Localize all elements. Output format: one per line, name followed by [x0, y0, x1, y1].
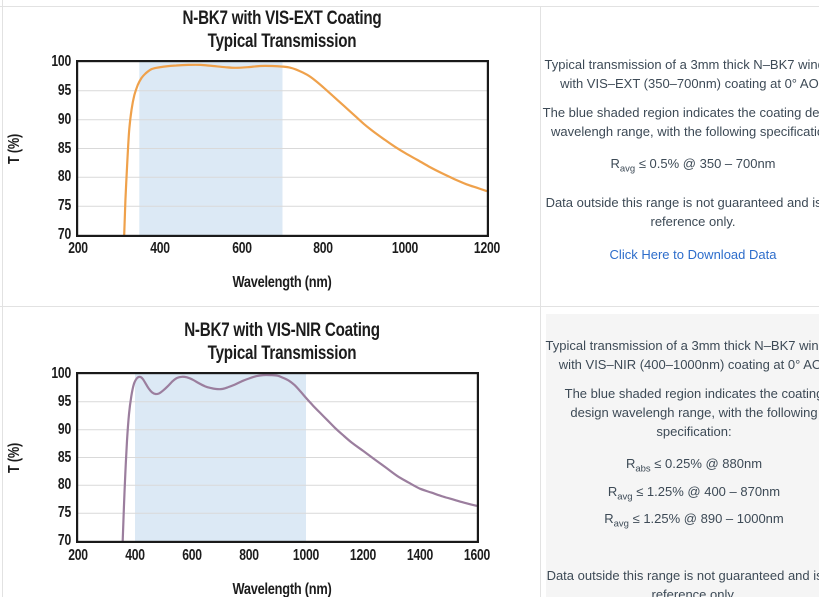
top-divider: [0, 6, 819, 7]
y-tick-label: 95: [57, 392, 71, 410]
x-tick-label: 1000: [292, 547, 320, 564]
transmission-curve: [123, 63, 487, 235]
plot-area: [76, 60, 489, 237]
disclaimer-text: Data outside this range is not guarantee…: [546, 567, 819, 597]
coating-spec-line: Rabs ≤ 0.25% @ 880nm: [625, 456, 763, 475]
left-divider: [2, 0, 3, 597]
x-tick-label: 200: [68, 240, 88, 257]
y-tick-label: 70: [57, 532, 71, 549]
y-tick-label: 85: [57, 448, 71, 466]
chart-title: N-BK7 with VIS-EXT Coating: [182, 8, 382, 29]
column-divider: [540, 6, 541, 597]
download-data-link[interactable]: Click Here to Download Data: [609, 246, 777, 262]
x-tick-label: 600: [231, 240, 252, 257]
y-tick-label: 90: [57, 110, 71, 128]
y-tick-label: 90: [57, 420, 71, 438]
plot-frame: [76, 60, 489, 237]
x-tick-label: 800: [239, 547, 259, 564]
chart-subtitle: Typical Transmission: [207, 343, 357, 364]
coating-specs: Ravg ≤ 0.5% @ 350 – 700nm: [541, 153, 819, 181]
x-tick-label: 800: [313, 240, 334, 257]
row-divider: [0, 306, 819, 307]
coating-spec-line: Ravg ≤ 0.5% @ 350 – 700nm: [610, 156, 776, 175]
y-tick-label: 80: [57, 476, 71, 494]
x-tick-label: 1200: [349, 547, 377, 564]
y-tick-label: 95: [57, 81, 71, 99]
y-tick-label: 80: [57, 168, 71, 186]
shaded-region-note: The blue shaded region indicates the coa…: [564, 386, 819, 439]
coating-spec-line: Ravg ≤ 1.25% @ 890 – 1000nm: [604, 511, 784, 530]
disclaimer-text: Data outside this range is not guarantee…: [545, 194, 819, 229]
coating-spec-line: Ravg ≤ 1.25% @ 400 – 870nm: [607, 483, 781, 503]
vis-nir-description-panel: Typical transmission of a 3mm thick N–BK…: [544, 314, 819, 597]
x-axis-label: Wavelength (nm): [232, 581, 332, 597]
x-tick-label: 400: [149, 240, 170, 257]
y-tick-label: 100: [51, 365, 71, 382]
x-tick-label: 1600: [463, 547, 491, 564]
x-axis-label: Wavelength (nm): [232, 274, 332, 291]
vis-ext-description-panel: Typical transmission of a 3mm thick N–BK…: [541, 6, 819, 306]
shaded-region-note: The blue shaded region indicates the coa…: [542, 105, 819, 139]
vis-nir-transmission-chart: N-BK7 with VIS-NIR Coating Typical Transm…: [2, 306, 540, 597]
coating-specs: Rabs ≤ 0.25% @ 880nm Ravg ≤ 1.25% @ 400 –…: [544, 453, 819, 536]
chart-subtitle: Typical Transmission: [207, 31, 357, 52]
coating-description: Typical transmission of a 3mm thick N–BK…: [545, 338, 819, 372]
gray-panel-background: [546, 314, 819, 597]
vis-ext-transmission-chart: N-BK7 with VIS-EXT Coating Typical Transm…: [2, 6, 540, 306]
plot-area: [76, 372, 479, 543]
y-tick-label: 100: [51, 53, 71, 70]
y-tick-label: 75: [57, 197, 71, 215]
y-axis-label: T (%): [6, 442, 23, 473]
plot-frame: [76, 372, 479, 543]
x-tick-label: 1200: [473, 240, 501, 257]
x-tick-label: 200: [68, 547, 88, 564]
x-tick-label: 600: [182, 547, 202, 564]
x-tick-label: 1400: [406, 547, 434, 564]
y-axis-label: T (%): [6, 133, 23, 164]
y-tick-label: 75: [57, 504, 71, 522]
coating-description: Typical transmission of a 3mm thick N–BK…: [544, 57, 819, 91]
x-tick-label: 1000: [392, 240, 419, 257]
chart-title: N-BK7 with VIS-NIR Coating: [184, 320, 380, 341]
y-tick-label: 85: [57, 139, 71, 157]
transmission-curve: [121, 374, 477, 541]
x-tick-label: 400: [125, 547, 145, 564]
y-tick-label: 70: [57, 226, 71, 243]
